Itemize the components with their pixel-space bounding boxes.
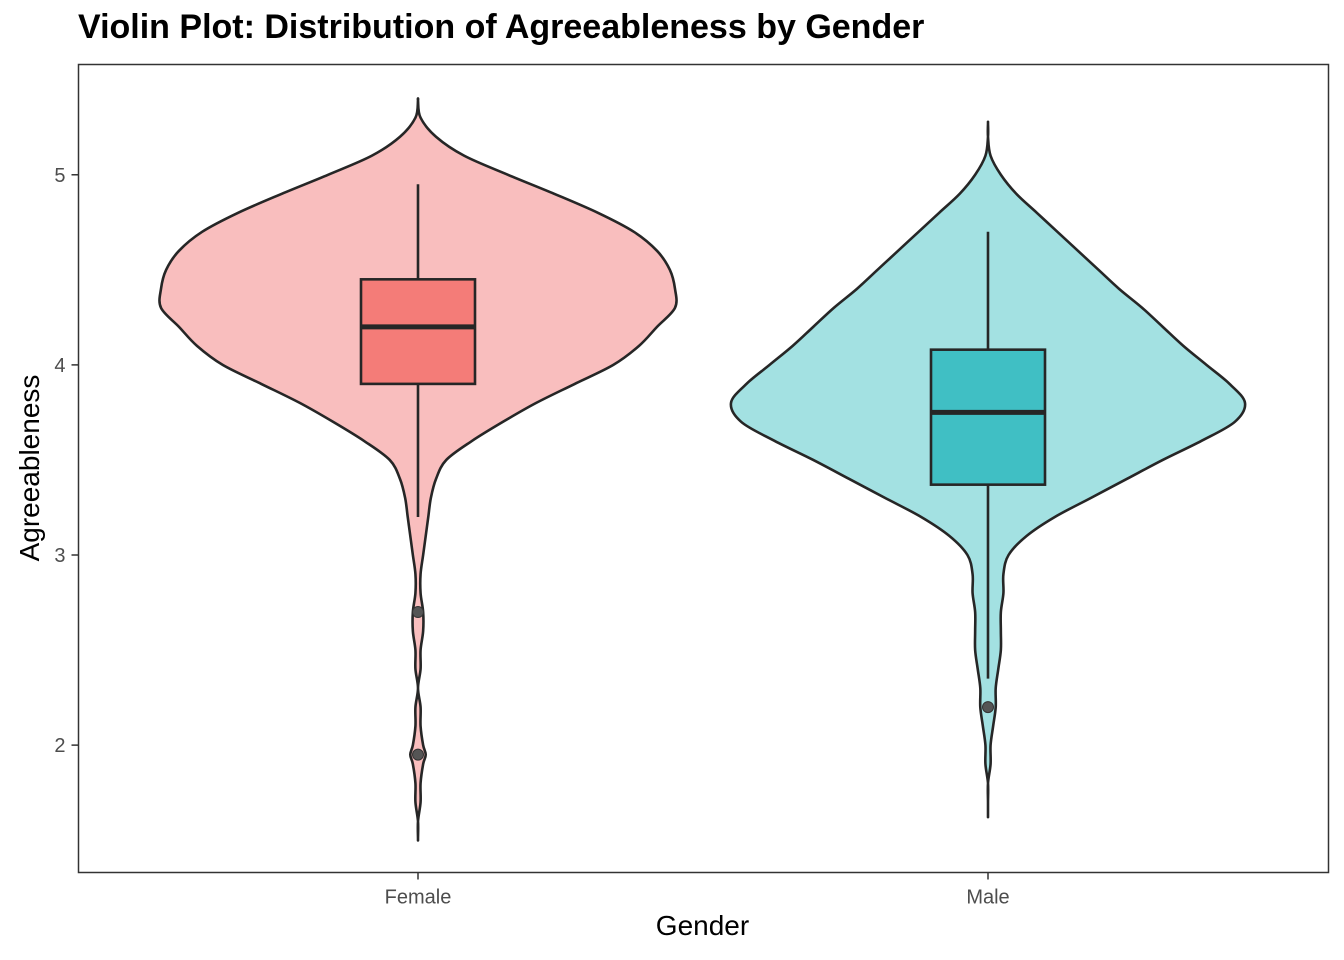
y-tick-label: 3 — [54, 545, 65, 567]
x-tick-label: Male — [966, 887, 1009, 909]
y-tick-label: 4 — [54, 355, 65, 377]
x-tick-label: Female — [385, 887, 452, 909]
y-tick-label: 5 — [54, 165, 65, 187]
outlier-point-female — [412, 748, 424, 761]
y-axis-ticks: 2 3 4 5 — [54, 165, 79, 757]
y-tick-label: 2 — [54, 735, 65, 757]
outlier-point-male — [982, 701, 994, 714]
outlier-point-female — [412, 606, 424, 619]
chart-title: Violin Plot: Distribution of Agreeablene… — [78, 8, 925, 46]
box-female — [359, 278, 477, 386]
x-axis-label: Gender — [655, 910, 750, 941]
violin-layer — [158, 97, 1247, 842]
box-male — [929, 348, 1047, 486]
x-axis-ticks: Female Male — [385, 872, 1010, 909]
y-axis-label: Agreeableness — [14, 374, 45, 562]
